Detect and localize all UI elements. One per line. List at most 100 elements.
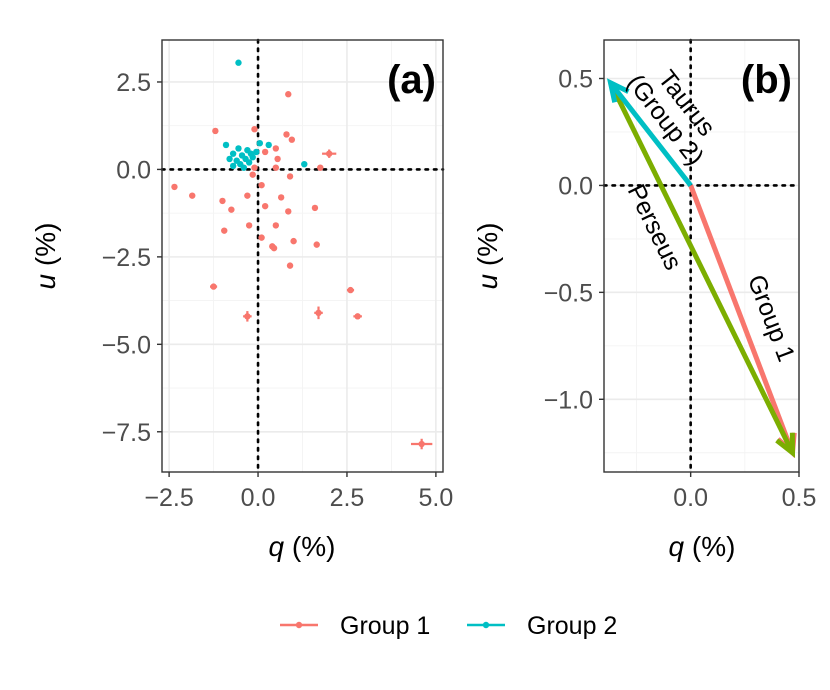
legend-label-group-2: Group 2 [527, 612, 617, 640]
panel-a-point-group-2 [222, 141, 230, 149]
panel-a-point-group-1 [272, 222, 280, 229]
panel-a-point-group-1 [274, 155, 281, 163]
panel-a-y-axis-title: u (%) [30, 223, 61, 290]
panel-a-point-group-1 [288, 136, 296, 143]
panel-a-y-axis-unit: (%) [30, 223, 61, 274]
panel-a-point-group-2 [253, 148, 260, 156]
panel-a-point-group-1 [251, 164, 258, 171]
panel-a-point-group-1 [311, 204, 319, 212]
panel-a-point-group-1 [251, 125, 258, 133]
panel-b-vector-shaft [608, 81, 693, 187]
panel-a-point-group-1 [258, 181, 265, 189]
panel-b-y-tick-label: −1.0 [544, 386, 593, 414]
panel-b-x-axis-unit: (%) [684, 531, 735, 562]
panel-b: 0.0 0.5 0.50.0−0.5−1.0 (b) q (%) u (%) Gr… [472, 38, 816, 562]
legend-item-group-2: Group 2 [467, 612, 617, 640]
panel-a-point-group-1 [244, 192, 251, 199]
panel-a-y-tick-label: −5.0 [102, 331, 151, 359]
panel-a-points [171, 59, 433, 450]
panel-b-vector-shaft [608, 81, 795, 454]
panel-b-y-tick-label: 0.0 [558, 172, 593, 200]
panel-b-vector-head [606, 78, 630, 103]
panel-b-vectors [606, 78, 797, 459]
panel-a-point-group-1 [212, 127, 219, 135]
panel-a-point-group-1 [219, 197, 226, 205]
panel-a-point-group-1 [189, 192, 196, 199]
panel-a-point-group-2 [265, 141, 272, 149]
panel-b-x-axis-var: q [669, 531, 685, 562]
panel-a-x-tick-label: 5.0 [419, 484, 454, 512]
panel-a-point-group-2 [229, 162, 237, 170]
panel-a-point-group-1 [285, 208, 292, 215]
panel-a-point-group-1 [286, 173, 294, 180]
panel-a-x-ticks: −2.5 0.0 2.5 5.0 [144, 472, 453, 512]
panel-a-point-group-1 [354, 313, 361, 320]
panel-b-x-tick-label: 0.0 [673, 484, 708, 512]
panel-a-x-tick-label: 0.0 [241, 484, 276, 512]
panel-a-point-group-1 [269, 243, 276, 250]
panel-a-y-tick-label: 0.0 [116, 156, 151, 184]
panel-a-point-group-1 [347, 286, 354, 294]
panel-a-point-group-1 [313, 241, 320, 248]
panel-a-point-group-1 [418, 440, 425, 448]
panel-a-point-group-1 [258, 234, 265, 241]
panel-a-point-group-2 [249, 153, 256, 161]
panel-a-point-group-2 [256, 139, 264, 147]
panel-a-y-axis-var: u [30, 273, 61, 289]
panel-a-gridlines [162, 40, 443, 472]
panel-a-point-group-1 [272, 164, 280, 171]
panel-a-point-group-1 [317, 164, 324, 171]
panel-a-point-group-1 [228, 206, 235, 213]
panel-b-vector-group-2 [606, 78, 693, 187]
panel-b-vector-head [775, 432, 796, 458]
panel-a-y-ticks: 2.5 0.0 −2.5 −5.0 −7.5 [102, 69, 162, 447]
panel-a-point-group-2 [235, 59, 242, 66]
legend: Group 1 Group 2 [280, 612, 617, 640]
panel-a-point-group-1 [315, 309, 322, 317]
panel-a-point-group-2 [245, 159, 253, 166]
panel-a-x-tick-label: 2.5 [330, 484, 365, 512]
panel-a-border [161, 39, 444, 473]
panel-b-x-ticks: 0.0 0.5 [673, 472, 816, 512]
panel-b-y-ticks: 0.5 0.0 −0.5 −1.0 [544, 65, 604, 414]
panel-b-y-tick-label: 0.5 [558, 65, 593, 93]
panel-a-point-group-1 [277, 194, 285, 201]
panel-a-tag: (a) [387, 58, 436, 102]
panel-b-y-axis-unit: (%) [472, 223, 503, 274]
panel-a-point-group-2 [229, 150, 237, 157]
panel-a-point-group-1 [210, 283, 217, 290]
panel-b-vector-perseus [608, 81, 796, 458]
panel-a-point-group-2 [235, 145, 242, 152]
panel-a-point-group-1 [272, 145, 280, 152]
panel-a-x-axis-unit: (%) [284, 531, 335, 562]
panel-a-point-group-1 [249, 171, 256, 178]
panel-a-point-group-1 [290, 237, 297, 245]
panel-a-point-group-2 [240, 164, 248, 171]
panel-a-point-group-1 [261, 148, 269, 156]
legend-dot-group-2 [482, 621, 490, 629]
panel-a-x-axis-title: q (%) [269, 531, 336, 562]
panel-b-border [603, 39, 800, 473]
panel-a-y-tick-label: −7.5 [102, 419, 151, 447]
panel-b-tag: (b) [741, 58, 792, 102]
panel-b-y-axis-title: u (%) [472, 223, 503, 290]
panel-b-y-axis-var: u [472, 273, 503, 289]
panel-a-point-group-2 [301, 160, 308, 168]
legend-dot-group-1 [295, 621, 303, 629]
panel-a-point-group-2 [226, 155, 233, 163]
panel-a-point-group-1 [286, 262, 294, 269]
panel-a-point-group-1 [244, 313, 251, 320]
panel-a-point-group-1 [261, 202, 269, 210]
legend-item-group-1: Group 1 [280, 612, 430, 640]
panel-b-y-tick-label: −0.5 [544, 279, 593, 307]
panel-a-point-group-1 [285, 91, 292, 98]
panel-a-point-group-1 [171, 183, 178, 191]
panel-a-x-tick-label: −2.5 [144, 484, 193, 512]
panel-a-point-group-1 [325, 150, 333, 157]
panel-a-point-group-1 [283, 131, 290, 138]
panel-a-x-axis-var: q [269, 531, 285, 562]
panel-a-y-tick-label: 2.5 [116, 69, 151, 97]
panel-b-vector-shaft [688, 184, 795, 454]
panel-b-x-tick-label: 0.5 [782, 484, 817, 512]
